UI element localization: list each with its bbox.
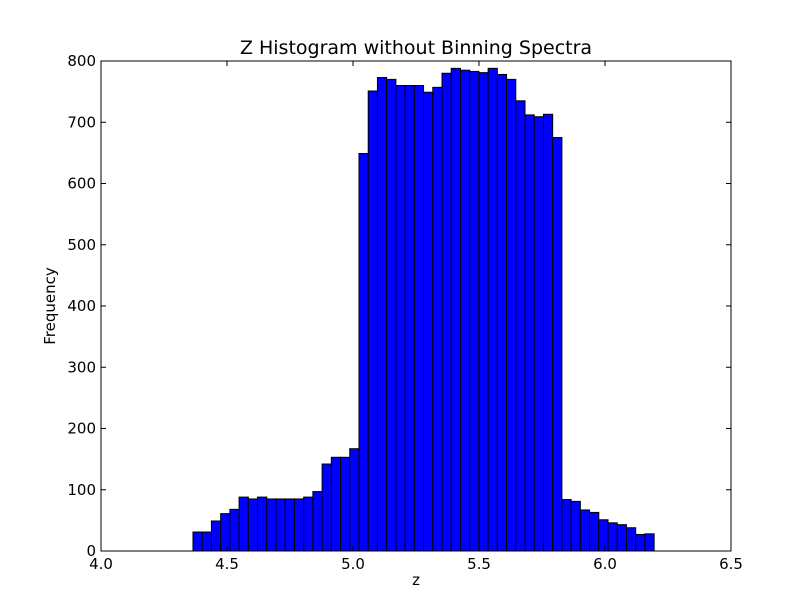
histogram-bar	[423, 91, 434, 552]
histogram-bar	[469, 70, 480, 552]
histogram-bar	[579, 509, 591, 552]
y-axis-label: Frequency	[41, 267, 59, 345]
y-tick-label: 100	[67, 481, 96, 499]
histogram-bar	[616, 524, 627, 552]
histogram-bar	[570, 500, 581, 552]
histogram-bar	[367, 90, 378, 552]
histogram-bar	[450, 67, 461, 552]
histogram-bar	[524, 114, 535, 552]
histogram-bar	[395, 85, 406, 552]
y-ticks: 0 100 200 300 400 500 600 700 800	[67, 52, 731, 560]
histogram-bar	[257, 496, 268, 552]
histogram-bar	[220, 513, 231, 552]
histogram-bar	[192, 531, 203, 552]
histogram-bar	[552, 137, 563, 552]
x-tick-label: 5.0	[341, 555, 365, 573]
histogram-bar	[386, 78, 397, 552]
y-tick-label: 800	[67, 52, 96, 70]
histogram-bar	[247, 498, 259, 552]
histogram-bar	[506, 78, 517, 552]
histogram-bar	[303, 496, 314, 552]
histogram-bar	[293, 498, 305, 552]
histogram-bar	[496, 73, 508, 552]
histogram-bar	[441, 72, 452, 552]
histogram-bar	[413, 85, 425, 552]
histogram-bar	[644, 533, 655, 552]
y-tick-label: 600	[67, 175, 96, 193]
histogram-bar	[330, 456, 342, 552]
y-tick-label: 300	[67, 358, 96, 376]
histogram-bar	[229, 508, 240, 552]
histogram-bar	[635, 533, 646, 552]
histogram-bar	[459, 69, 471, 552]
histogram-bar	[598, 519, 609, 552]
histogram-bar	[542, 113, 554, 552]
histogram-bar	[349, 448, 360, 552]
histogram-bar	[201, 531, 212, 552]
histogram-bar	[487, 67, 498, 552]
histogram-bar	[533, 116, 544, 552]
histogram-bar	[284, 498, 295, 552]
y-tick-label: 500	[67, 236, 96, 254]
histogram-bar	[266, 498, 277, 552]
histogram-bar	[358, 152, 369, 552]
histogram-bar	[625, 527, 637, 552]
histogram-bar	[210, 520, 222, 552]
y-tick-label: 0	[86, 542, 96, 560]
x-tick-label: 4.5	[215, 555, 239, 573]
histogram-bar	[432, 86, 443, 552]
histogram-bar	[478, 72, 489, 552]
histogram-bar	[561, 499, 572, 552]
chart-title: Z Histogram without Binning Spectra	[240, 37, 592, 59]
x-tick-label: 6.5	[719, 555, 743, 573]
x-axis-label: z	[412, 571, 420, 589]
histogram-bar	[515, 100, 526, 552]
histogram-bar	[607, 522, 618, 552]
histogram-bar	[376, 77, 388, 552]
histogram-bar	[340, 456, 351, 552]
bars-group	[192, 67, 655, 552]
histogram-bar	[275, 498, 286, 552]
histogram-bar	[404, 85, 415, 552]
histogram-bar	[321, 463, 332, 552]
histogram-bar	[589, 511, 600, 552]
y-tick-label: 700	[67, 113, 96, 131]
x-tick-label: 4.0	[89, 555, 113, 573]
y-tick-label: 400	[67, 297, 96, 315]
x-tick-label: 6.0	[593, 555, 617, 573]
histogram-bar	[238, 496, 249, 552]
y-tick-label: 200	[67, 420, 96, 438]
x-ticks: 4.0 4.5 5.0 5.5 6.0 6.5	[89, 61, 743, 573]
x-tick-label: 5.5	[467, 555, 491, 573]
histogram-bar	[312, 491, 323, 552]
